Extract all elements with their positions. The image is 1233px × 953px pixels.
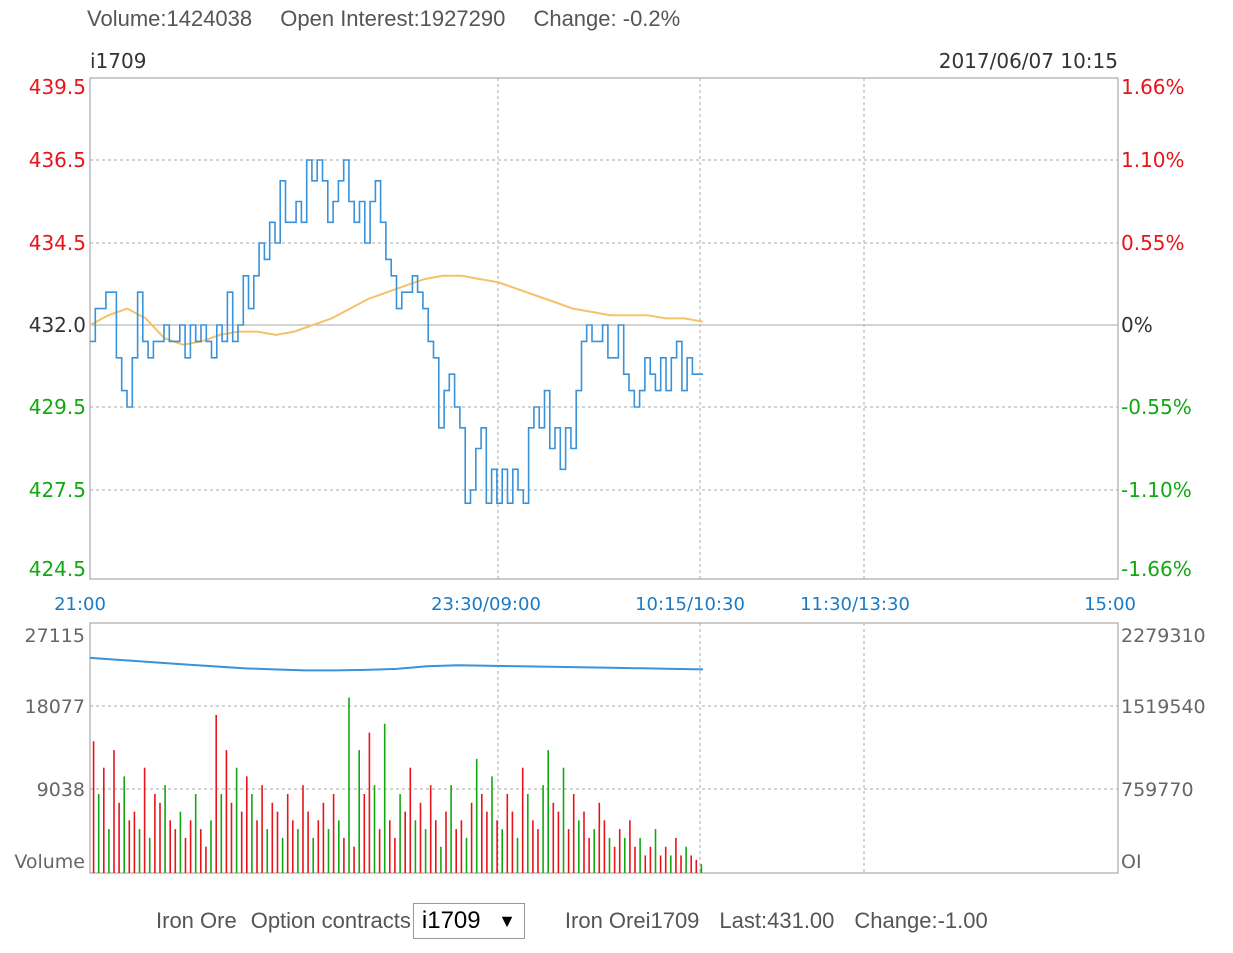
price-tick-label: 432.0 bbox=[29, 313, 86, 337]
price-tick-label: 427.5 bbox=[29, 478, 86, 502]
price-line-layer bbox=[90, 159, 703, 504]
volume-tick-label: 18077 bbox=[25, 696, 85, 718]
price-panel-frame bbox=[89, 77, 1119, 580]
contract-select[interactable]: i1709 ▼ bbox=[412, 903, 525, 939]
open-interest-tick-label: 759770 bbox=[1121, 779, 1194, 801]
axis-labels-layer: 439.5 436.5 434.5 432.0 429.5 427.5 424.5 1.66%… bbox=[25, 75, 1206, 873]
quote-name: Iron Orei1709 bbox=[564, 908, 700, 933]
percent-tick-label: 1.66% bbox=[1121, 75, 1185, 99]
volume-axis-title: Volume bbox=[14, 851, 85, 873]
percent-tick-label: -1.10% bbox=[1121, 478, 1192, 502]
time-tick-label: 21:00 bbox=[54, 594, 106, 615]
price-tick-label: 439.5 bbox=[29, 75, 86, 99]
time-tick-label: 10:15/10:30 bbox=[635, 594, 745, 615]
open-interest-layer bbox=[89, 656, 704, 672]
price-tick-label: 424.5 bbox=[29, 557, 86, 581]
volume-tick-label: 27115 bbox=[25, 625, 85, 647]
open-interest-line bbox=[89, 656, 704, 672]
open-interest-tick-label: OI bbox=[1121, 851, 1142, 873]
top-stats-bar: Volume:1424038 Open Interest:1927290 Cha… bbox=[87, 6, 702, 32]
volume-bars-layer bbox=[92, 697, 703, 873]
percent-tick-label: 1.10% bbox=[1121, 148, 1185, 172]
price-tick-label: 436.5 bbox=[29, 148, 86, 172]
time-tick-label: 23:30/09:00 bbox=[431, 594, 541, 615]
price-tick-label: 429.5 bbox=[29, 395, 86, 419]
percent-tick-label: -1.66% bbox=[1121, 557, 1192, 581]
symbol-label: i1709 bbox=[90, 49, 146, 73]
price-line bbox=[90, 159, 703, 504]
volume-stat: Volume:1424038 bbox=[87, 6, 253, 31]
time-tick-label: 11:30/13:30 bbox=[800, 594, 910, 615]
grid-lines bbox=[90, 78, 1118, 873]
bottom-bar: Iron Ore Option contracts i1709 ▼ Iron O… bbox=[156, 903, 988, 939]
option-contracts-label: Option contracts bbox=[250, 908, 411, 933]
percent-tick-label: 0% bbox=[1121, 313, 1153, 337]
intraday-chart: 439.5 436.5 434.5 432.0 429.5 427.5 424.5 1.66%… bbox=[14, 49, 1206, 874]
open-interest-stat: Open Interest:1927290 bbox=[280, 6, 506, 31]
last-price: Last:431.00 bbox=[719, 908, 835, 933]
open-interest-tick-label: 1519540 bbox=[1121, 696, 1206, 718]
chevron-down-icon: ▼ bbox=[498, 910, 516, 931]
volume-tick-label: 9038 bbox=[37, 779, 85, 801]
product-name: Iron Ore bbox=[156, 908, 237, 933]
contract-select-value: i1709 bbox=[421, 907, 481, 934]
open-interest-tick-label: 2279310 bbox=[1121, 625, 1206, 647]
change-stat: Change: -0.2% bbox=[533, 6, 681, 31]
datetime-label: 2017/06/07 10:15 bbox=[939, 49, 1118, 73]
quote-change: Change:-1.00 bbox=[854, 908, 988, 933]
price-tick-label: 434.5 bbox=[29, 231, 86, 255]
percent-tick-label: -0.55% bbox=[1121, 395, 1192, 419]
percent-tick-label: 0.55% bbox=[1121, 231, 1185, 255]
time-tick-label: 15:00 bbox=[1084, 594, 1136, 615]
